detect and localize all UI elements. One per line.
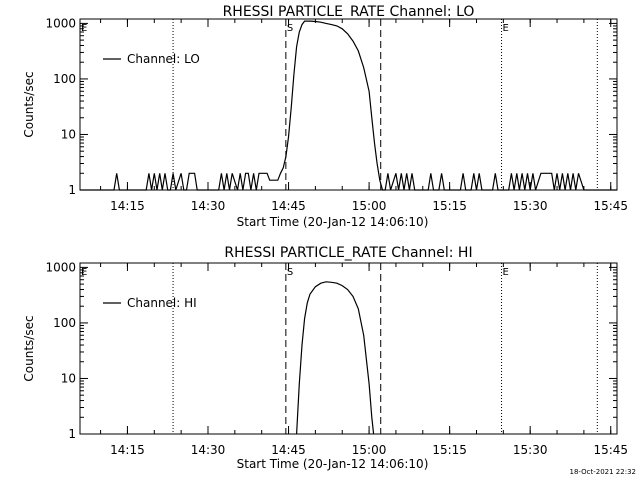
x-tick-label: 15:15 [432,443,467,457]
chart-panel-hi: RHESSI PARTICLE_RATE Channel: HI 1 10 100 10… [22,245,628,471]
x-tick-label: 14:30 [191,443,226,457]
legend-label: Channel: HI [127,296,197,310]
legend-label: Channel: LO [127,52,200,66]
chart-title: RHESSI PARTICLE_RATE Channel: LO [223,4,475,20]
chart-panel-lo: RHESSI PARTICLE_RATE Channel: LO 1 10 100 10… [22,4,628,229]
x-tick-label: 14:15 [110,199,145,213]
footer-timestamp: 18-Oct-2021 22:32 [570,468,636,476]
interval-marker-label: E [503,267,509,278]
interval-marker-label: S [287,267,293,278]
y-axis-label: Counts/sec [22,71,36,137]
y-tick-label: 10 [61,371,76,385]
y-tick-label: 100 [53,316,76,330]
y-tick-label: 1 [68,183,76,197]
y-tick-label: 1000 [45,260,76,274]
x-tick-label: 14:45 [271,443,306,457]
y-tick-label: 1000 [45,16,76,30]
x-tick-label: 15:15 [432,199,467,213]
x-tick-label: 15:00 [352,199,387,213]
x-tick-label: 14:15 [110,443,145,457]
x-tick-label: 15:30 [513,443,548,457]
x-tick-label: 14:30 [191,199,226,213]
x-tick-label: 14:45 [271,199,306,213]
x-tick-label: 15:45 [593,199,628,213]
y-tick-label: 1 [68,427,76,441]
plot-frame [79,18,618,191]
series-line [80,20,617,191]
chart-title: RHESSI PARTICLE_RATE Channel: HI [224,245,472,261]
series-line [296,281,375,435]
y-tick-label: 100 [53,72,76,86]
interval-marker-label: E [81,267,87,278]
x-axis-label: Start Time (20-Jan-12 14:06:10) [237,215,429,229]
interval-marker-label: E [81,23,87,34]
x-tick-label: 15:45 [593,443,628,457]
x-tick-label: 15:00 [352,443,387,457]
y-tick-label: 10 [61,127,76,141]
interval-marker-label: E [503,23,509,34]
x-axis-label: Start Time (20-Jan-12 14:06:10) [237,457,429,471]
interval-marker-label: S [287,23,293,34]
plot-frame [79,262,618,435]
x-tick-label: 15:30 [513,199,548,213]
y-axis-label: Counts/sec [22,315,36,381]
